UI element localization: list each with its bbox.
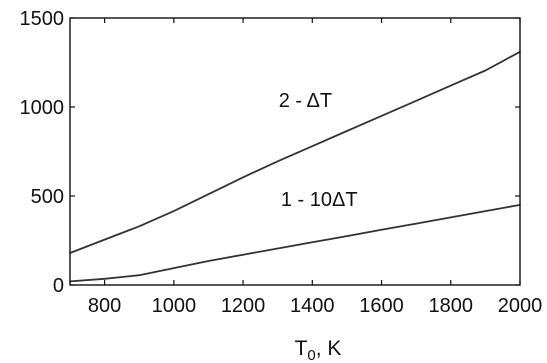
x-axis-title-unit: , K <box>316 337 342 360</box>
x-tick-label: 1000 <box>152 295 197 317</box>
x-tick-label: 1800 <box>429 295 474 317</box>
axes <box>69 17 521 286</box>
x-axis-title-main: T <box>295 337 308 360</box>
x-tick-label: 2000 <box>498 295 543 317</box>
series-line-1 <box>69 50 521 254</box>
series-label-1: 2 - ΔT <box>279 90 332 112</box>
y-tick-label: 1000 <box>20 97 65 119</box>
x-tick-label: 1400 <box>290 295 335 317</box>
y-tick-label: 500 <box>31 186 64 208</box>
labels: 800 1000 1200 1400 1600 1800 2000 0 500 1000 1500 2… <box>20 8 543 317</box>
x-axis-title-subscript: 0 <box>307 347 315 363</box>
y-tick-label: 1500 <box>20 8 65 30</box>
x-tick-label: 800 <box>88 295 121 317</box>
y-tick-label: 0 <box>53 275 64 297</box>
plot-area <box>69 50 521 283</box>
x-axis-title: T0, K <box>295 337 342 363</box>
x-tick-label: 1200 <box>221 295 266 317</box>
series-line-2 <box>69 203 521 283</box>
series-label-2: 1 - 10ΔT <box>281 189 358 211</box>
plot-frame <box>69 17 521 286</box>
x-tick-label: 1600 <box>359 295 404 317</box>
